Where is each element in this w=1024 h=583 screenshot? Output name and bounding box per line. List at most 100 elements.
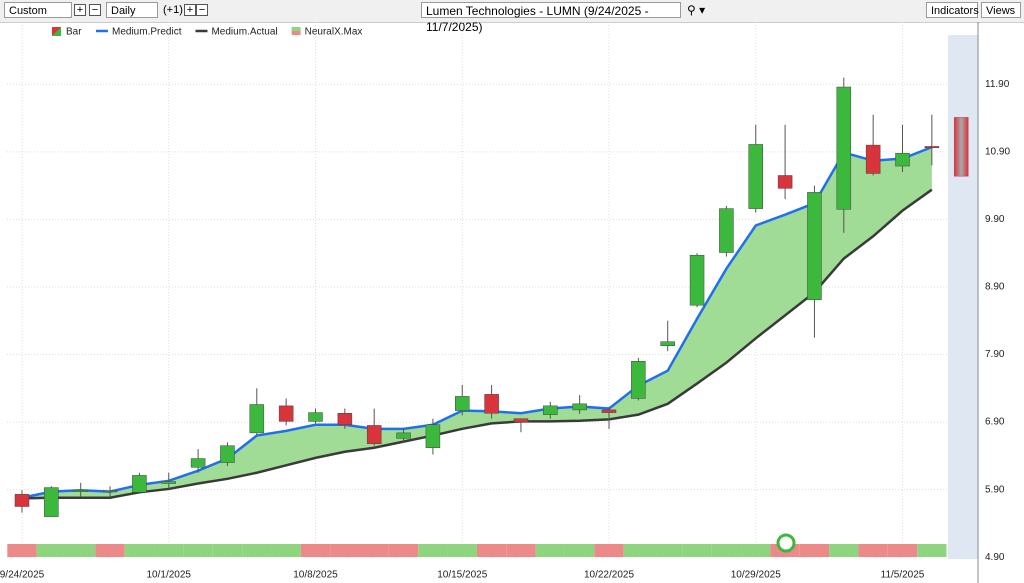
signal-segment xyxy=(564,544,595,557)
candle-body xyxy=(601,409,617,413)
candle-body xyxy=(895,152,910,167)
candle-body xyxy=(631,361,646,399)
signal-segment xyxy=(506,544,536,557)
signal-segment xyxy=(594,544,624,557)
candle-body xyxy=(278,405,294,422)
signal-segment xyxy=(887,544,918,557)
signal-segment xyxy=(917,544,947,557)
candle-body xyxy=(220,445,235,463)
forecast-box xyxy=(953,117,969,177)
x-tick-label: 9/24/2025 xyxy=(0,570,45,581)
candle-body xyxy=(249,404,265,434)
signal-segment xyxy=(388,544,419,557)
candle-body xyxy=(777,175,793,189)
symbol[interactable]: Lumen Technologies - LUMN (9/24/2025 - 1… xyxy=(421,2,681,34)
candle-body xyxy=(161,481,176,484)
candle-body xyxy=(73,490,88,492)
legend-label: Bar xyxy=(66,27,82,38)
x-tick-label: 11/5/2025 xyxy=(881,570,925,581)
signal-segment xyxy=(535,544,565,557)
candle-body xyxy=(14,494,30,507)
signal-segment xyxy=(858,544,888,557)
dollar-icon xyxy=(776,533,796,553)
zoom-in[interactable]: + xyxy=(74,4,86,16)
candle-body xyxy=(543,405,558,415)
x-tick-label: 10/1/2025 xyxy=(147,570,192,581)
views-button[interactable]: Views xyxy=(981,2,1021,18)
search-icon[interactable]: ⚲ ▾ xyxy=(687,3,706,17)
candle-body xyxy=(308,412,323,422)
legend-icon xyxy=(52,27,61,36)
offset-plus[interactable]: + xyxy=(184,4,196,16)
y-tick-label: 5.90 xyxy=(985,484,1005,495)
signal-segment xyxy=(124,544,155,557)
signal-segment xyxy=(212,544,243,557)
signal-segment xyxy=(476,544,507,557)
candle-body xyxy=(748,144,763,209)
range-select[interactable]: Custom xyxy=(4,2,72,18)
x-tick-label: 10/29/2025 xyxy=(731,570,781,581)
signal-segment xyxy=(741,544,771,557)
signal-segment xyxy=(623,544,653,557)
y-tick-label: 11.90 xyxy=(985,79,1010,90)
y-tick-label: 4.90 xyxy=(985,552,1005,563)
legend-icon xyxy=(291,27,301,31)
zoom-out[interactable]: − xyxy=(89,4,101,16)
signal-segment xyxy=(183,544,213,557)
x-tick-label: 10/15/2025 xyxy=(437,570,487,581)
candle-body xyxy=(660,341,675,346)
candle-body xyxy=(484,394,499,414)
signal-segment xyxy=(447,544,477,557)
line xyxy=(21,145,933,499)
signal-segment xyxy=(95,544,125,557)
signal-segment xyxy=(271,544,301,557)
signal-segment xyxy=(799,544,830,557)
signal-segment xyxy=(36,544,66,557)
candle-body xyxy=(102,490,118,493)
indicators-button[interactable]: Indicators xyxy=(926,2,979,18)
candle-body xyxy=(132,475,147,493)
signal-segment xyxy=(359,544,389,557)
candle-body xyxy=(366,425,382,444)
candle-body xyxy=(924,146,940,149)
candle-body xyxy=(719,208,734,253)
legend-label: Medium.Predict xyxy=(112,27,182,38)
y-tick-label: 6.90 xyxy=(985,417,1005,428)
candle-body xyxy=(865,144,881,174)
candle-body xyxy=(44,487,59,517)
signal-segment xyxy=(682,544,712,557)
candle-body xyxy=(836,86,852,210)
offset: (+1) xyxy=(163,4,183,16)
offset-minus[interactable]: − xyxy=(196,4,208,16)
x-tick-label: 10/22/2025 xyxy=(584,570,634,581)
interval-select[interactable]: Daily xyxy=(106,2,158,18)
spread-area xyxy=(22,147,932,499)
signal-segment xyxy=(7,544,37,557)
candle-body xyxy=(513,418,529,423)
candle-body xyxy=(689,254,705,306)
y-tick-label: 9.90 xyxy=(985,214,1005,225)
chart: 4.90 5.90 6.90 7.90 8.90 9.90 10.90 11.90 9/24/2… xyxy=(0,22,1010,583)
signal-segment xyxy=(330,544,360,557)
forecast-column xyxy=(948,35,978,559)
signal-segment xyxy=(154,544,184,557)
candle-body xyxy=(190,458,206,468)
signal-segment xyxy=(653,544,683,557)
candle-body xyxy=(396,432,411,439)
signal-segment xyxy=(242,544,272,557)
signal-segment xyxy=(66,544,96,557)
y-tick-label: 10.90 xyxy=(985,147,1010,158)
legend-label: Medium.Actual xyxy=(211,27,277,38)
y-tick-label: 7.90 xyxy=(985,349,1005,360)
signal-segment xyxy=(300,544,331,557)
candle-body xyxy=(572,403,587,411)
x-tick-label: 10/8/2025 xyxy=(293,570,338,581)
candle-body xyxy=(337,413,353,426)
signal-segment xyxy=(829,544,859,557)
y-tick-label: 8.90 xyxy=(985,282,1005,293)
candle-body xyxy=(425,424,441,448)
line xyxy=(21,188,933,500)
toolbar: Custom + − Daily (+1) + − Lumen Technolo… xyxy=(0,0,1024,34)
signal-segment xyxy=(711,544,742,557)
